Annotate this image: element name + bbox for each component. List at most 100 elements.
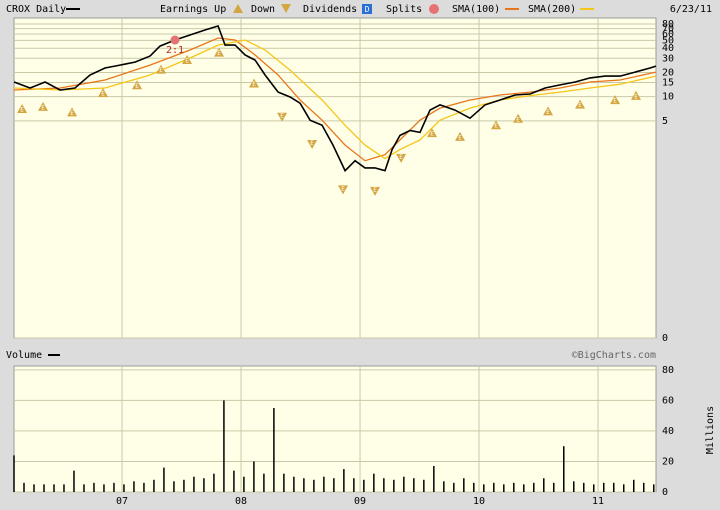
earnings-icon-label: E [494,123,498,130]
x-tick-label: 09 [354,496,366,507]
earnings-marker: E [38,101,49,111]
legend-label: SMA(100) [452,4,500,15]
legend-label: SMA(200) [528,4,576,15]
earnings-marker: E [98,87,109,97]
earnings-marker: E [491,120,502,130]
y-tick-label: 0 [662,487,668,498]
earnings-icon [67,107,78,117]
earnings-icon [156,64,167,74]
y-axis-label: Millions [705,406,716,454]
earnings-marker: E [156,64,167,74]
earnings-icon-label: E [578,102,582,109]
x-tick-label: 10 [473,496,485,507]
split-label: 2:1 [166,45,184,56]
source-label: ©BigCharts.com [572,350,656,361]
symbol-title: CROX Daily [6,4,66,15]
earnings-icon [132,80,143,90]
earnings-icon [370,186,381,196]
earnings-marker: E [307,140,318,150]
volume-panel [13,365,657,493]
price-line [13,39,657,160]
price-line [13,25,657,173]
earnings-icon [182,54,193,64]
earnings-marker: E [338,185,349,195]
earnings-icon-label: E [159,67,163,74]
earnings-icon-label: E [613,98,617,105]
price-panel [13,17,657,339]
earnings-icon-label: E [373,187,377,194]
legend-icon-label: D [365,5,370,14]
legend-label: Splits [386,4,422,15]
legend-icon [429,4,439,14]
legend-icon [233,4,243,13]
earnings-icon-label: E [70,110,74,117]
earnings-icon [249,78,260,88]
earnings-marker: E [427,128,438,138]
earnings-icon-label: E [20,107,24,114]
earnings-icon [277,112,288,122]
earnings-icon [17,104,28,114]
earnings-icon [543,106,554,116]
y-tick-label: 15 [662,77,674,88]
earnings-icon [455,131,466,141]
y-tick-label: 60 [662,29,674,40]
legend-label: Earnings Up [160,4,226,15]
earnings-marker: E [182,54,193,64]
earnings-marker: E [455,131,466,141]
y-tick-label: 5 [662,116,668,127]
earnings-icon [98,87,109,97]
y-tick-label: 20 [662,456,674,467]
earnings-icon-label: E [310,140,314,147]
earnings-icon [631,90,642,100]
y-tick-label: 0 [662,333,668,344]
earnings-icon-label: E [252,81,256,88]
earnings-icon-label: E [101,90,105,97]
earnings-marker: E [277,112,288,122]
date-label: 6/23/11 [670,4,712,15]
earnings-icon-label: E [458,134,462,141]
earnings-icon [38,101,49,111]
earnings-icon-label: E [634,93,638,100]
earnings-icon-label: E [217,50,221,57]
earnings-icon [427,128,438,138]
earnings-icon-label: E [516,116,520,123]
earnings-icon-label: E [280,113,284,120]
legend-icon [281,4,291,13]
y-tick-label: 70 [662,24,674,35]
earnings-icon [491,120,502,130]
y-tick-label: 10 [662,92,674,103]
legend-label: Dividends [303,4,357,15]
x-tick-label: 08 [235,496,247,507]
earnings-icon [513,113,524,123]
y-tick-label: 60 [662,395,674,406]
earnings-marker: E [17,104,28,114]
earnings-marker: E [132,80,143,90]
earnings-icon-label: E [341,185,345,192]
earnings-icon [396,153,407,163]
earnings-marker: E [543,106,554,116]
earnings-marker: E [214,47,225,57]
earnings-icon-label: E [135,83,139,90]
x-tick-label: 11 [592,496,604,507]
earnings-marker: E [67,107,78,117]
split-marker [170,35,180,45]
earnings-marker: E [610,95,621,105]
earnings-marker: E [575,99,586,109]
earnings-icon-label: E [185,57,189,64]
volume-title: Volume [6,350,42,361]
earnings-marker: E [631,90,642,100]
y-tick-label: 50 [662,35,674,46]
x-tick-label: 07 [116,496,128,507]
earnings-marker: E [370,186,381,196]
earnings-icon [214,47,225,57]
earnings-icon-label: E [430,131,434,138]
legend-icon [362,4,372,14]
earnings-marker: E [396,153,407,163]
y-tick-label: 40 [662,426,674,437]
earnings-marker: E [249,78,260,88]
y-tick-label: 80 [662,19,674,30]
earnings-marker: E [513,113,524,123]
earnings-icon-label: E [546,109,550,116]
